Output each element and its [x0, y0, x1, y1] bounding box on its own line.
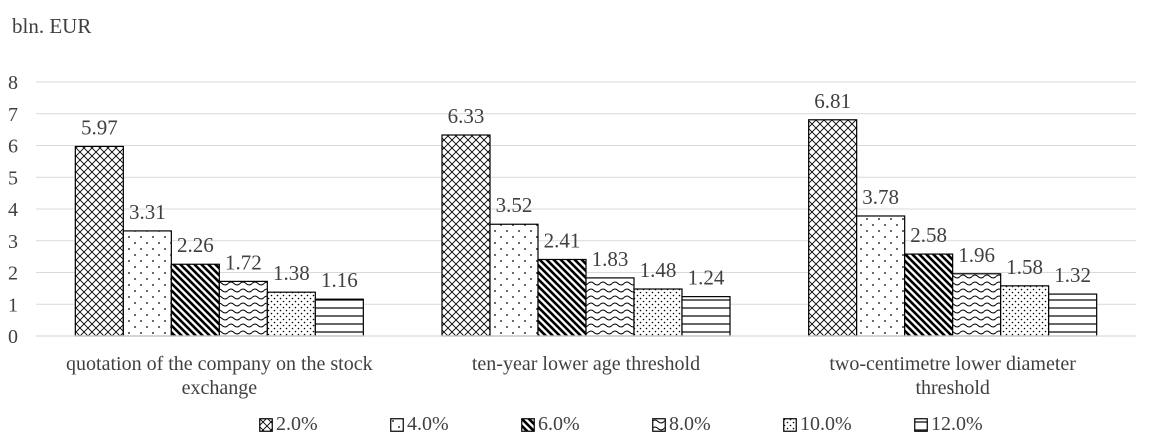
data-label: 3.52	[496, 193, 533, 217]
bar-40-cat2	[489, 223, 539, 337]
data-label: 3.31	[129, 200, 166, 224]
legend-label: 12.0%	[931, 413, 983, 435]
data-label: 5.97	[81, 115, 118, 139]
y-tick-label: 8	[8, 72, 18, 94]
legend-item-120: 12.0%	[914, 413, 983, 436]
y-axis-unit-label: bln. EUR	[12, 14, 92, 38]
legend-item-60: 6.0%	[521, 413, 580, 436]
bar-60-cat3	[904, 253, 954, 337]
bar-40-cat3	[856, 215, 906, 337]
data-label: 1.48	[640, 258, 677, 282]
legend-swatch	[390, 417, 404, 432]
y-tick-label: 0	[8, 326, 18, 348]
legend-swatch	[783, 417, 797, 432]
bar-120-cat1	[314, 298, 364, 337]
data-label: 1.32	[1054, 263, 1091, 287]
bar-100-cat3	[1000, 285, 1050, 337]
legend-item-100: 10.0%	[783, 413, 852, 436]
data-label: 3.78	[862, 185, 899, 209]
legend-swatch	[652, 417, 666, 432]
x-category-label: quotation of the company on the stock	[66, 353, 373, 375]
y-tick-label: 7	[8, 104, 18, 126]
data-label: 1.83	[592, 247, 629, 271]
legend-swatch	[914, 417, 928, 432]
bar-60-cat2	[537, 258, 587, 337]
x-category-label: two-centimetre lower diameter	[829, 353, 1076, 375]
bar-120-cat2	[681, 296, 731, 337]
data-label: 1.96	[958, 243, 995, 267]
chart-legend: 2.0% 4.0% 6.0% 8.0% 10.0% 12.0%	[0, 413, 1159, 443]
bar-80-cat3	[952, 273, 1002, 337]
y-tick-label: 4	[8, 199, 18, 221]
bar-100-cat1	[266, 291, 316, 337]
legend-label: 8.0%	[669, 413, 711, 435]
y-tick-label: 1	[8, 294, 18, 316]
y-tick-label: 3	[8, 231, 18, 253]
bar-80-cat1	[218, 280, 268, 337]
bar-20-cat1	[74, 145, 124, 337]
data-label: 1.16	[321, 268, 358, 292]
legend-label: 4.0%	[407, 413, 449, 435]
x-category-label: exchange	[182, 377, 258, 399]
data-label: 6.33	[448, 104, 485, 128]
data-label: 2.26	[177, 233, 214, 257]
bar-120-cat3	[1048, 293, 1098, 337]
data-label: 1.72	[225, 250, 262, 274]
x-category-label: threshold	[915, 377, 989, 399]
data-label: 1.24	[688, 266, 725, 290]
x-category-label: ten-year lower age threshold	[472, 353, 700, 375]
legend-item-20: 2.0%	[259, 413, 318, 436]
y-tick-label: 5	[8, 167, 18, 189]
y-tick-label: 2	[8, 263, 18, 285]
bar-20-cat2	[441, 134, 491, 337]
legend-item-80: 8.0%	[652, 413, 711, 436]
bar-chart: 5.97 3.31 2.26 1.72 1.38 1.16 6.33 3.52 2.41 1.83…	[8, 72, 1136, 399]
data-label: 1.58	[1006, 255, 1043, 279]
legend-label: 10.0%	[800, 413, 852, 435]
data-label: 2.58	[910, 223, 947, 247]
legend-item-40: 4.0%	[390, 413, 449, 436]
bar-60-cat1	[170, 263, 220, 337]
legend-label: 2.0%	[276, 413, 318, 435]
legend-label: 6.0%	[538, 413, 580, 435]
legend-swatch	[521, 417, 535, 432]
data-label: 1.38	[273, 261, 310, 285]
y-tick-label: 6	[8, 136, 18, 158]
data-label: 2.41	[544, 228, 581, 252]
data-label: 6.81	[814, 89, 851, 113]
bar-80-cat2	[585, 277, 635, 337]
bar-20-cat3	[808, 119, 858, 337]
bar-40-cat1	[122, 230, 172, 337]
bar-100-cat2	[633, 288, 683, 337]
legend-swatch	[259, 417, 273, 432]
